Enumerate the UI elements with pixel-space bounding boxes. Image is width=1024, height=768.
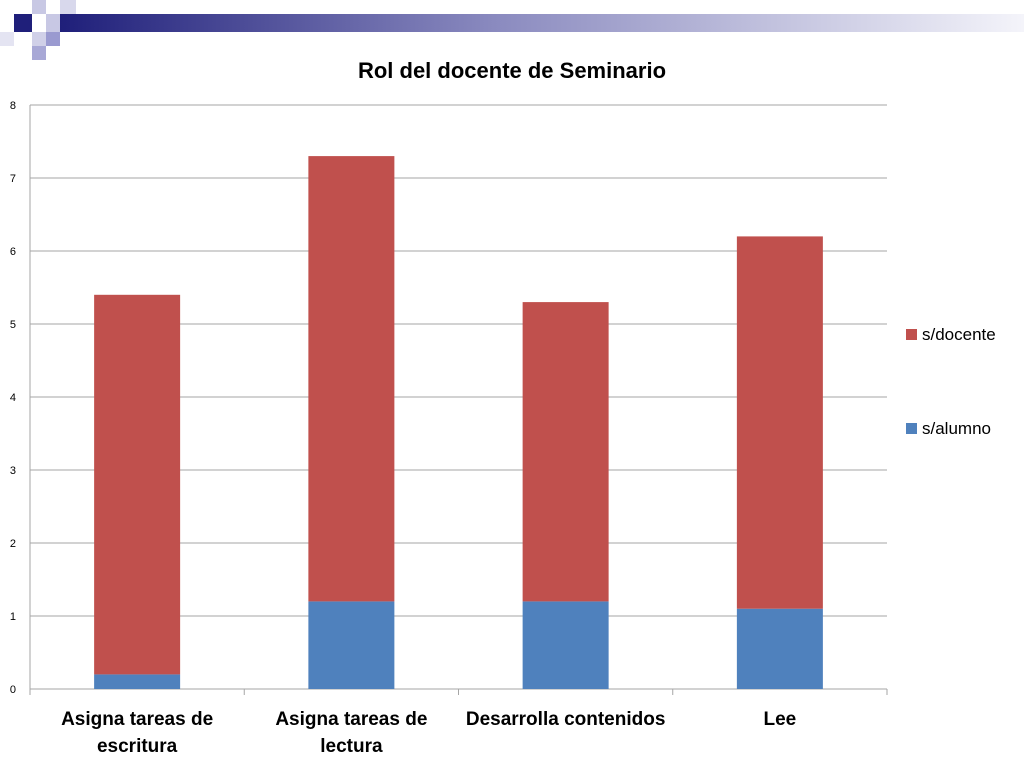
header-square-mid — [46, 32, 60, 46]
bar-s-alumno — [308, 601, 395, 689]
header-square-light — [32, 32, 46, 46]
header-square-dark — [14, 14, 32, 32]
y-tick-label: 5 — [10, 319, 16, 331]
x-category-label: Desarrolla contenidos — [466, 709, 666, 730]
y-tick-label: 2 — [10, 538, 16, 550]
y-tick-label: 6 — [10, 246, 16, 258]
legend-label: s/docente — [922, 325, 996, 344]
bar-s-docente — [94, 294, 181, 675]
bar-s-docente — [522, 302, 609, 602]
bar-s-alumno — [736, 608, 823, 689]
header-square-light — [32, 0, 46, 14]
bar-s-alumno — [522, 601, 609, 689]
legend-swatch — [906, 423, 917, 434]
x-category-label: Lee — [764, 709, 797, 730]
bar-s-docente — [308, 156, 395, 602]
y-tick-label: 3 — [10, 465, 16, 477]
x-category-label: Asigna tareas de escritura — [61, 709, 213, 757]
legend-swatch — [906, 329, 917, 340]
y-tick-label: 7 — [10, 173, 16, 185]
y-tick-label: 0 — [10, 684, 16, 696]
bar-s-docente — [736, 236, 823, 609]
header-square-light — [0, 32, 14, 46]
y-tick-label: 1 — [10, 611, 16, 623]
y-tick-label: 4 — [10, 392, 16, 404]
header-decoration — [0, 0, 1024, 60]
header-square-light — [60, 0, 76, 14]
header-gradient-band — [60, 14, 1024, 32]
bar-s-alumno — [94, 674, 181, 689]
x-category-label: Asigna tareas de lectura — [275, 709, 427, 757]
y-tick-label: 8 — [10, 100, 16, 112]
header-square-mid — [32, 46, 46, 60]
chart-title: Rol del docente de Seminario — [357, 58, 667, 83]
legend-label: s/alumno — [922, 419, 991, 438]
header-square-light — [46, 14, 60, 32]
